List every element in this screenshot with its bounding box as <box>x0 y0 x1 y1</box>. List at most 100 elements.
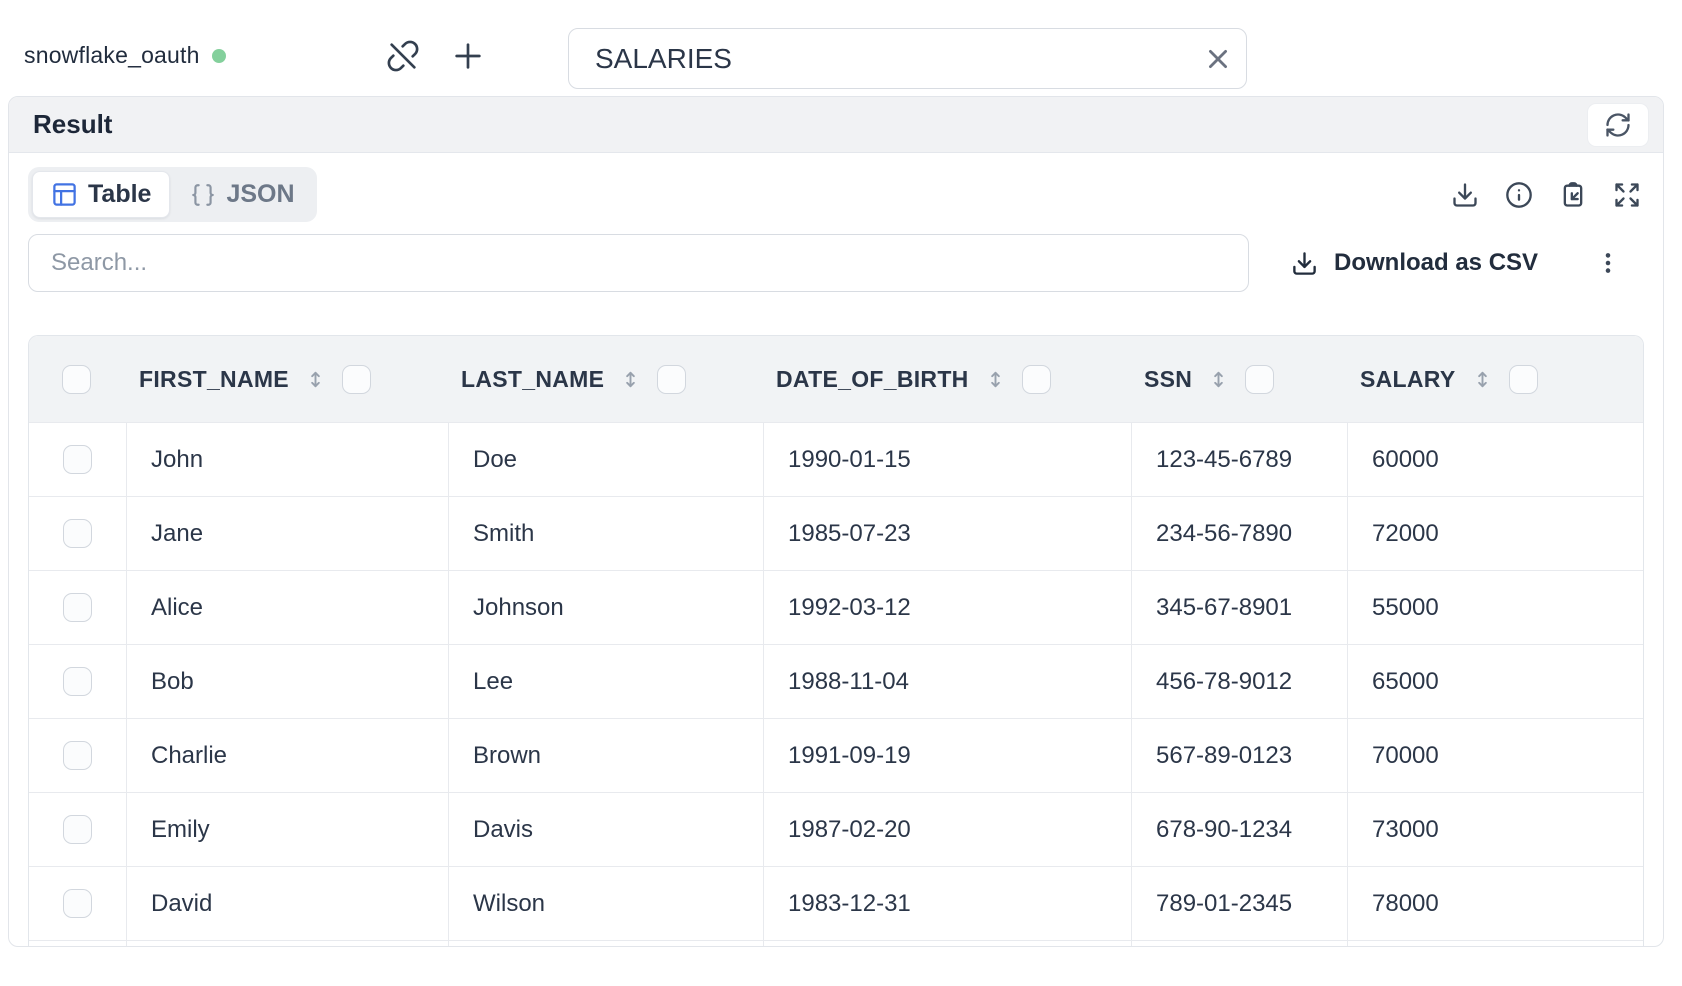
column-header[interactable]: DATE_OF_BIRTH <box>760 364 1128 394</box>
row-checkbox[interactable] <box>63 667 92 696</box>
result-panel: Result Table <box>8 96 1664 947</box>
tab-json-label: JSON <box>226 180 295 208</box>
table-cell[interactable]: 1987-02-20 <box>764 793 1132 866</box>
table-cell[interactable]: 73000 <box>1372 815 1439 843</box>
sort-icon[interactable] <box>304 368 327 391</box>
table-cell[interactable]: Emily <box>127 793 449 866</box>
column-header-label: LAST_NAME <box>461 365 605 392</box>
column-header[interactable]: SALARY <box>1344 364 1643 394</box>
table-cell[interactable]: Wilson <box>449 867 764 940</box>
row-checkbox[interactable] <box>63 445 92 474</box>
connection-name: snowflake_oauth <box>24 42 200 68</box>
row-checkbox[interactable] <box>63 519 92 548</box>
table-cell[interactable]: 1985-07-23 <box>764 497 1132 570</box>
table-cell[interactable]: 567-89-0123 <box>1132 719 1348 792</box>
table-cell <box>1132 941 1348 946</box>
table-cell[interactable]: 678-90-1234 <box>1132 793 1348 866</box>
table-cell[interactable]: 123-45-6789 <box>1132 423 1348 496</box>
column-header[interactable]: FIRST_NAME <box>123 364 445 394</box>
copy-to-clipboard-button[interactable] <box>1558 180 1588 210</box>
sort-icon[interactable] <box>984 368 1007 391</box>
row-select-cell <box>29 793 127 866</box>
tab-table-label: Table <box>88 180 152 208</box>
column-header[interactable]: LAST_NAME <box>445 364 760 394</box>
table-name-input[interactable] <box>569 29 1190 88</box>
row-checkbox[interactable] <box>63 741 92 770</box>
tab-json[interactable]: JSON <box>172 172 312 217</box>
column-checkbox[interactable] <box>1508 364 1538 394</box>
download-icon <box>1453 182 1477 207</box>
sort-icon[interactable] <box>619 368 642 391</box>
table-cell[interactable]: 70000 <box>1372 741 1439 769</box>
table-cell[interactable]: 234-56-7890 <box>1132 497 1348 570</box>
table-cell[interactable]: Brown <box>449 719 764 792</box>
table-header-row: FIRST_NAME LAST_NAME DATE_OF_BIRTH SSN S… <box>29 336 1643 422</box>
table-cell[interactable]: Johnson <box>449 571 764 644</box>
more-options-button[interactable] <box>1590 243 1626 283</box>
table-cell[interactable]: 55000 <box>1372 593 1439 621</box>
select-all-checkbox[interactable] <box>61 364 91 394</box>
column-checkbox[interactable] <box>657 364 687 394</box>
table-cell[interactable]: 1988-11-04 <box>764 645 1132 718</box>
refresh-button[interactable] <box>1587 102 1649 147</box>
unlink-button[interactable] <box>383 36 423 76</box>
table-cell[interactable]: Alice <box>127 571 449 644</box>
column-header-label: FIRST_NAME <box>139 365 289 392</box>
table-cell[interactable]: 72000 <box>1372 519 1439 547</box>
sort-icon[interactable] <box>1207 368 1230 391</box>
table-cell[interactable]: 1990-01-15 <box>764 423 1132 496</box>
table-cell[interactable]: Bob <box>127 645 449 718</box>
table-row: Alice Johnson 1992-03-12 345-67-8901 55000 <box>29 570 1643 644</box>
download-csv-button[interactable]: Download as CSV <box>1291 249 1538 277</box>
add-button[interactable] <box>448 36 488 76</box>
unlink-icon <box>387 40 419 72</box>
view-row: Table JSON <box>28 167 1644 222</box>
tab-table[interactable]: Table <box>32 171 171 218</box>
table-row: David Wilson 1983-12-31 789-01-2345 78000 <box>29 866 1643 940</box>
expand-icon <box>1615 182 1639 207</box>
row-checkbox[interactable] <box>63 815 92 844</box>
column-checkbox[interactable] <box>341 364 371 394</box>
table-cell <box>449 941 764 946</box>
table-cell[interactable]: Jane <box>127 497 449 570</box>
table-icon <box>53 183 76 206</box>
table-cell[interactable]: 345-67-8901 <box>1132 571 1348 644</box>
table-cell[interactable]: 1983-12-31 <box>764 867 1132 940</box>
result-panel-header: Result <box>9 97 1663 153</box>
column-checkbox[interactable] <box>1245 364 1275 394</box>
table-cell[interactable]: 456-78-9012 <box>1132 645 1348 718</box>
table-cell[interactable]: John <box>127 423 449 496</box>
sort-icon[interactable] <box>1471 368 1494 391</box>
table-cell[interactable]: 65000 <box>1372 667 1439 695</box>
plus-icon <box>455 43 481 69</box>
table-cell[interactable]: Charlie <box>127 719 449 792</box>
view-toggle: Table JSON <box>28 167 317 222</box>
table-cell[interactable]: 1991-09-19 <box>764 719 1132 792</box>
clear-table-name-button[interactable] <box>1190 29 1246 88</box>
info-button[interactable] <box>1504 180 1534 210</box>
more-vertical-icon <box>1605 253 1611 273</box>
row-select-cell <box>29 941 127 946</box>
table-cell[interactable]: 789-01-2345 <box>1132 867 1348 940</box>
table-cell[interactable]: Doe <box>449 423 764 496</box>
table-cell[interactable]: 1992-03-12 <box>764 571 1132 644</box>
table-cell[interactable]: David <box>127 867 449 940</box>
table-cell[interactable]: 78000 <box>1372 889 1439 917</box>
search-row: Download as CSV <box>28 234 1644 292</box>
row-checkbox[interactable] <box>63 889 92 918</box>
table-cell[interactable]: Smith <box>449 497 764 570</box>
table-cell[interactable]: Davis <box>449 793 764 866</box>
column-header[interactable]: SSN <box>1128 364 1344 394</box>
table-cell[interactable]: 60000 <box>1372 445 1439 473</box>
table-row: Emily Davis 1987-02-20 678-90-1234 73000 <box>29 792 1643 866</box>
search-input[interactable] <box>28 234 1249 292</box>
expand-button[interactable] <box>1612 180 1642 210</box>
column-checkbox[interactable] <box>1021 364 1051 394</box>
row-checkbox[interactable] <box>63 593 92 622</box>
result-panel-body: Table JSON <box>9 167 1663 946</box>
download-result-button[interactable] <box>1450 180 1480 210</box>
column-header-label: DATE_OF_BIRTH <box>776 365 969 392</box>
table-cell <box>127 941 449 946</box>
refresh-icon <box>1606 112 1630 137</box>
table-cell[interactable]: Lee <box>449 645 764 718</box>
